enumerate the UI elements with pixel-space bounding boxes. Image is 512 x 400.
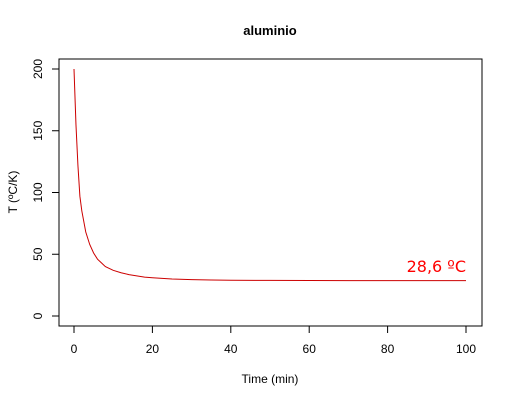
y-tick-label: 0 (31, 312, 45, 319)
plot-frame (58, 58, 483, 327)
x-tick-label: 0 (71, 342, 78, 356)
y-tick-label: 200 (31, 59, 45, 79)
final-temperature-annotation: 28,6 ºC (407, 257, 466, 276)
x-axis: 0 20 40 60 80 100 (71, 325, 476, 356)
x-tick-label: 40 (224, 342, 238, 356)
chart-title: aluminio (243, 23, 297, 38)
x-tick-label: 100 (456, 342, 476, 356)
y-tick-label: 100 (31, 182, 45, 202)
y-tick-label: 50 (31, 247, 45, 261)
x-tick-label: 80 (381, 342, 395, 356)
y-axis-label: T (ºC/K) (6, 171, 20, 214)
x-tick-label: 20 (146, 342, 160, 356)
series-line (73, 68, 466, 282)
x-tick-label: 60 (303, 342, 317, 356)
y-tick-label: 150 (31, 120, 45, 140)
y-axis: 0 50 100 150 200 (31, 59, 60, 319)
x-axis-label: Time (min) (242, 372, 299, 386)
